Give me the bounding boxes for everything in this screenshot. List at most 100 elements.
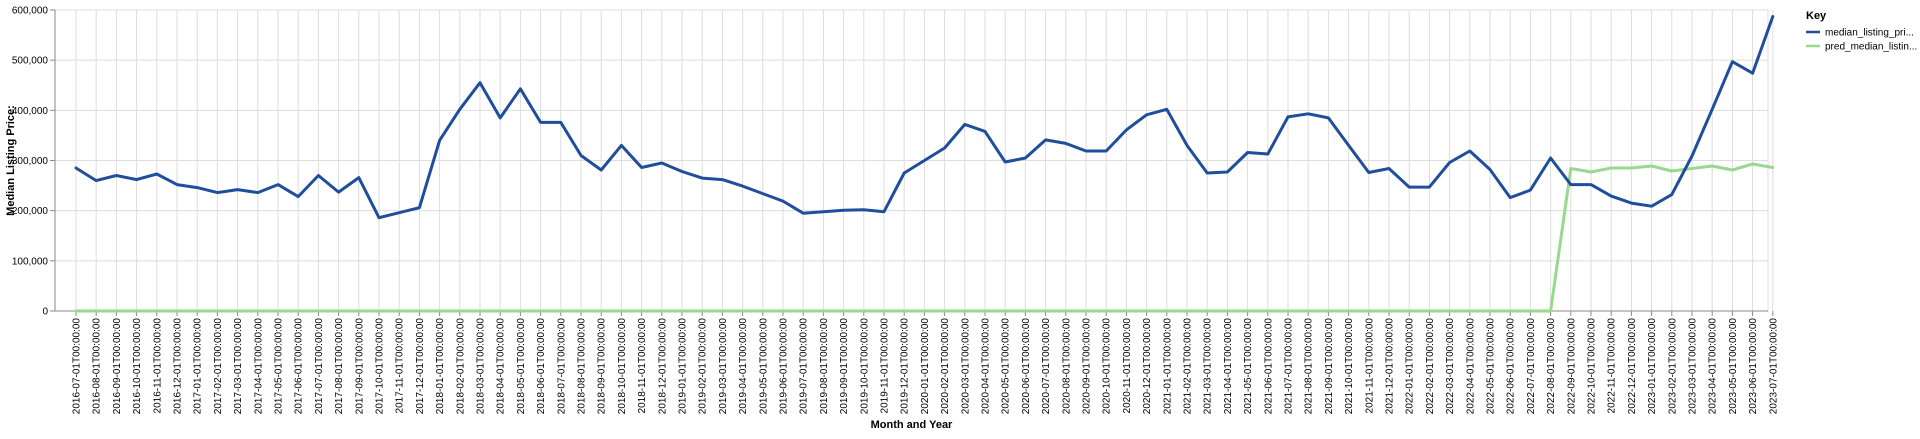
x-tick-label: 2022-11-01T00:00:00 <box>1607 318 1618 414</box>
x-tick-label: 2022-10-01T00:00:00 <box>1587 318 1598 415</box>
legend-label: median_listing_pri... <box>1825 28 1914 39</box>
x-tick-label: 2022-02-01T00:00:00 <box>1425 318 1436 415</box>
x-tick-label: 2019-12-01T00:00:00 <box>900 318 911 415</box>
x-tick-label: 2020-01-01T00:00:00 <box>920 318 931 415</box>
x-tick-label: 2016-10-01T00:00:00 <box>132 318 143 415</box>
x-tick-label: 2021-02-01T00:00:00 <box>1183 318 1194 415</box>
x-tick-label: 2023-04-01T00:00:00 <box>1708 318 1719 415</box>
x-tick-label: 2017-07-01T00:00:00 <box>314 318 325 415</box>
x-tick-label: 2020-05-01T00:00:00 <box>1001 318 1012 415</box>
x-tick-label: 2019-03-01T00:00:00 <box>718 318 729 415</box>
x-tick-label: 2017-05-01T00:00:00 <box>274 318 285 415</box>
x-tick-label: 2023-06-01T00:00:00 <box>1748 318 1759 415</box>
y-tick-label: 400,000 <box>12 106 49 117</box>
x-tick-label: 2017-04-01T00:00:00 <box>253 318 264 415</box>
x-tick-label: 2019-02-01T00:00:00 <box>698 318 709 415</box>
x-tick-label: 2022-01-01T00:00:00 <box>1405 318 1416 415</box>
x-tick-label: 2018-08-01T00:00:00 <box>577 318 588 415</box>
x-tick-label: 2019-10-01T00:00:00 <box>859 318 870 415</box>
x-tick-label: 2021-04-01T00:00:00 <box>1223 318 1234 415</box>
series-lines <box>74 15 1775 313</box>
x-tick-label: 2022-04-01T00:00:00 <box>1465 318 1476 415</box>
y-tick-label: 200,000 <box>12 206 49 217</box>
x-tick-label: 2017-11-01T00:00:00 <box>395 318 406 414</box>
x-tick-label: 2020-04-01T00:00:00 <box>981 318 992 415</box>
x-tick-label: 2023-05-01T00:00:00 <box>1728 318 1739 415</box>
x-tick-label: 2017-09-01T00:00:00 <box>354 318 365 415</box>
x-tick-label: 2016-09-01T00:00:00 <box>112 318 123 415</box>
x-tick-label: 2016-11-01T00:00:00 <box>152 318 163 414</box>
x-tick-label: 2021-05-01T00:00:00 <box>1243 318 1254 415</box>
x-tick-label: 2021-10-01T00:00:00 <box>1344 318 1355 415</box>
legend-title: Key <box>1806 10 1827 22</box>
x-tick-label: 2018-10-01T00:00:00 <box>617 318 628 415</box>
x-tick-label: 2020-11-01T00:00:00 <box>1122 318 1133 414</box>
x-tick-label: 2018-07-01T00:00:00 <box>556 318 567 415</box>
legend: Key median_listing_pri... pred_median_lis… <box>1806 10 1917 53</box>
x-tick-label: 2023-02-01T00:00:00 <box>1667 318 1678 415</box>
x-tick-label: 2019-04-01T00:00:00 <box>738 318 749 415</box>
x-tick-label: 2020-07-01T00:00:00 <box>1041 318 1052 415</box>
y-axis-title: Median Listing Price: <box>5 105 17 216</box>
x-tick-label: 2018-12-01T00:00:00 <box>657 318 668 415</box>
x-tick-label: 2023-07-01T00:00:00 <box>1768 318 1779 415</box>
x-tick-label: 2021-12-01T00:00:00 <box>1385 318 1396 415</box>
x-tick-label: 2020-03-01T00:00:00 <box>960 318 971 415</box>
x-tick-label: 2018-01-01T00:00:00 <box>435 318 446 415</box>
x-tick-label: 2021-06-01T00:00:00 <box>1263 318 1274 415</box>
x-tick-label: 2022-08-01T00:00:00 <box>1546 318 1557 415</box>
x-tick-label: 2020-02-01T00:00:00 <box>940 318 951 415</box>
x-tick-label: 2022-05-01T00:00:00 <box>1486 318 1497 415</box>
x-tick-label: 2018-11-01T00:00:00 <box>637 318 648 414</box>
x-tick-label: 2020-08-01T00:00:00 <box>1061 318 1072 415</box>
legend-label: pred_median_listin... <box>1825 42 1917 53</box>
series-line-1 <box>74 15 1775 220</box>
x-tick-label: 2017-02-01T00:00:00 <box>213 318 224 415</box>
y-tick-label: 300,000 <box>12 156 49 167</box>
x-tick-label: 2017-08-01T00:00:00 <box>334 318 345 415</box>
x-tick-label: 2018-02-01T00:00:00 <box>455 318 466 415</box>
x-axis-title: Month and Year <box>871 419 953 431</box>
x-tick-label: 2021-08-01T00:00:00 <box>1304 318 1315 415</box>
x-tick-label: 2017-06-01T00:00:00 <box>294 318 305 415</box>
x-tick-label: 2021-03-01T00:00:00 <box>1203 318 1214 415</box>
x-tick-label: 2016-08-01T00:00:00 <box>92 318 103 415</box>
x-tick-label: 2023-01-01T00:00:00 <box>1647 318 1658 415</box>
x-tick-label: 2017-10-01T00:00:00 <box>375 318 386 415</box>
x-tick-label: 2022-09-01T00:00:00 <box>1566 318 1577 415</box>
x-tick-label: 2020-09-01T00:00:00 <box>1082 318 1093 415</box>
axes: 0 100,000 200,000 300,000 400,000 500,000 600,… <box>12 6 1779 415</box>
x-tick-label: 2019-11-01T00:00:00 <box>880 318 891 414</box>
y-tick-label: 100,000 <box>12 256 49 267</box>
x-tick-label: 2019-05-01T00:00:00 <box>758 318 769 415</box>
x-tick-label: 2018-06-01T00:00:00 <box>536 318 547 415</box>
x-tick-label: 2021-09-01T00:00:00 <box>1324 318 1335 415</box>
x-tick-label: 2018-05-01T00:00:00 <box>516 318 527 415</box>
x-tick-label: 2021-11-01T00:00:00 <box>1364 318 1375 414</box>
x-tick-label: 2019-01-01T00:00:00 <box>678 318 689 415</box>
y-tick-label: 0 <box>42 307 48 318</box>
x-tick-label: 2019-08-01T00:00:00 <box>819 318 830 415</box>
x-tick-label: 2018-04-01T00:00:00 <box>496 318 507 415</box>
y-tick-label: 500,000 <box>12 56 49 67</box>
x-tick-label: 2023-03-01T00:00:00 <box>1688 318 1699 415</box>
x-tick-label: 2022-07-01T00:00:00 <box>1526 318 1537 415</box>
x-tick-label: 2019-07-01T00:00:00 <box>799 318 810 415</box>
series-line-2 <box>74 162 1775 313</box>
axis-labels: Month and Year Median Listing Price: <box>5 105 953 431</box>
x-tick-label: 2022-06-01T00:00:00 <box>1506 318 1517 415</box>
x-tick-label: 2022-12-01T00:00:00 <box>1627 318 1638 415</box>
gridlines <box>54 9 1774 312</box>
x-tick-label: 2020-06-01T00:00:00 <box>1021 318 1032 415</box>
x-tick-label: 2018-03-01T00:00:00 <box>476 318 487 415</box>
x-tick-label: 2018-09-01T00:00:00 <box>597 318 608 415</box>
x-tick-label: 2019-06-01T00:00:00 <box>779 318 790 415</box>
y-tick-label: 600,000 <box>12 6 49 17</box>
x-tick-label: 2019-09-01T00:00:00 <box>839 318 850 415</box>
x-tick-label: 2016-07-01T00:00:00 <box>72 318 83 415</box>
x-tick-label: 2017-01-01T00:00:00 <box>193 318 204 415</box>
x-tick-label: 2016-12-01T00:00:00 <box>173 318 184 415</box>
x-tick-label: 2017-12-01T00:00:00 <box>415 318 426 415</box>
